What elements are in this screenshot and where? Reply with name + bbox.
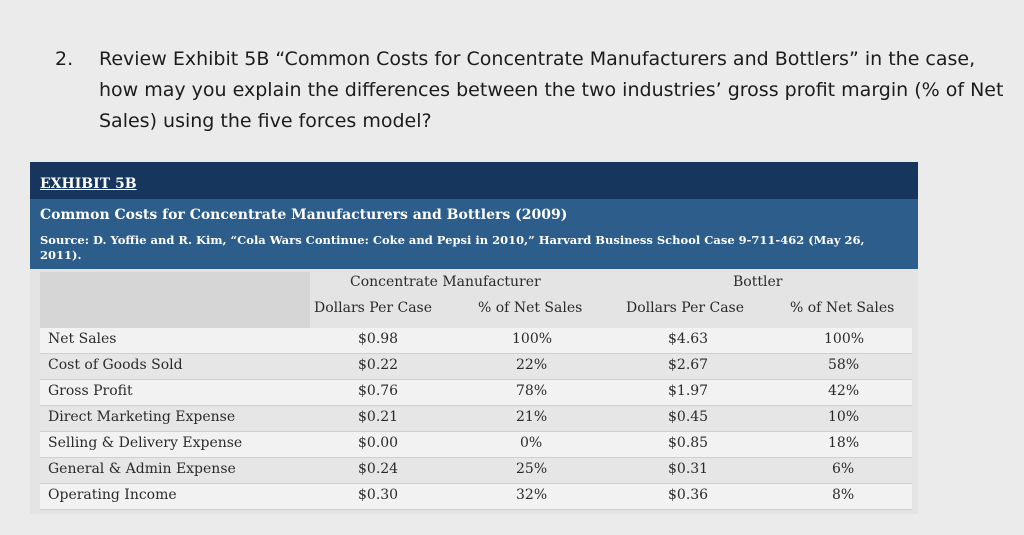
question-text: Review Exhibit 5B “Common Costs for Conc… xyxy=(99,48,1004,132)
cell-value: 78% xyxy=(516,383,548,399)
exhibit-5b: EXHIBIT 5B Common Costs for Concentrate … xyxy=(30,162,918,514)
exhibit-source: Source: D. Yoffie and R. Kim, “Cola Wars… xyxy=(40,233,865,262)
col-header-bottler-percent: % of Net Sales xyxy=(790,300,895,316)
cell-value: $0.36 xyxy=(668,487,709,503)
cell-value: $0.30 xyxy=(358,487,399,503)
cell-value: 21% xyxy=(516,409,548,425)
table-row: Net Sales $0.98 100% $4.63 100% xyxy=(40,328,912,354)
col-header-cm-percent: % of Net Sales xyxy=(478,300,583,316)
cell-value: 58% xyxy=(828,357,860,373)
exhibit-header: Common Costs for Concentrate Manufacture… xyxy=(30,199,918,269)
row-label: Operating Income xyxy=(48,487,177,503)
cell-value: 42% xyxy=(828,383,860,399)
group-header-concentrate: Concentrate Manufacturer xyxy=(350,274,541,290)
cell-value: 22% xyxy=(516,357,548,373)
row-label: General & Admin Expense xyxy=(48,461,236,477)
row-label: Gross Profit xyxy=(48,383,133,399)
question: 2. Review Exhibit 5B “Common Costs for C… xyxy=(55,44,1015,137)
cell-value: $0.45 xyxy=(668,409,709,425)
cell-value: 0% xyxy=(520,435,543,451)
cell-value: $0.00 xyxy=(358,435,399,451)
table-stub-header xyxy=(40,272,310,328)
row-label: Selling & Delivery Expense xyxy=(48,435,243,451)
table-row: Selling & Delivery Expense $0.00 0% $0.8… xyxy=(40,432,912,458)
cost-table: Concentrate Manufacturer Bottler Dollars… xyxy=(40,272,912,510)
table-row: Operating Income $0.30 32% $0.36 8% xyxy=(40,484,912,510)
table-row: General & Admin Expense $0.24 25% $0.31 … xyxy=(40,458,912,484)
col-header-bottler-dollars: Dollars Per Case xyxy=(626,300,745,316)
row-label: Net Sales xyxy=(48,331,117,347)
cell-value: $0.85 xyxy=(668,435,709,451)
cell-value: $2.67 xyxy=(668,357,709,373)
cell-value: 32% xyxy=(516,487,548,503)
row-label: Direct Marketing Expense xyxy=(48,409,236,425)
cell-value: $0.76 xyxy=(358,383,399,399)
question-number: 2. xyxy=(55,48,74,70)
cell-value: 10% xyxy=(828,409,860,425)
cell-value: $0.21 xyxy=(358,409,399,425)
col-header-cm-dollars: Dollars Per Case xyxy=(314,300,433,316)
cell-value: 18% xyxy=(828,435,860,451)
cell-value: $0.31 xyxy=(668,461,709,477)
row-label: Cost of Goods Sold xyxy=(48,357,183,373)
cell-value: $0.98 xyxy=(358,331,399,347)
cell-value: 6% xyxy=(832,461,855,477)
cell-value: $1.97 xyxy=(668,383,709,399)
cell-value: $0.22 xyxy=(358,357,399,373)
exhibit-title: Common Costs for Concentrate Manufacture… xyxy=(40,207,568,223)
cell-value: 100% xyxy=(512,331,553,347)
cell-value: 100% xyxy=(824,331,865,347)
cell-value: $0.24 xyxy=(358,461,399,477)
cell-value: 8% xyxy=(832,487,855,503)
table-row: Direct Marketing Expense $0.21 21% $0.45… xyxy=(40,406,912,432)
table-row: Gross Profit $0.76 78% $1.97 42% xyxy=(40,380,912,406)
cell-value: 25% xyxy=(516,461,548,477)
group-header-bottler: Bottler xyxy=(733,274,783,290)
cell-value: $4.63 xyxy=(668,331,709,347)
exhibit-label: EXHIBIT 5B xyxy=(40,176,137,192)
exhibit-label-band: EXHIBIT 5B xyxy=(30,162,918,199)
table-row: Cost of Goods Sold $0.22 22% $2.67 58% xyxy=(40,354,912,380)
